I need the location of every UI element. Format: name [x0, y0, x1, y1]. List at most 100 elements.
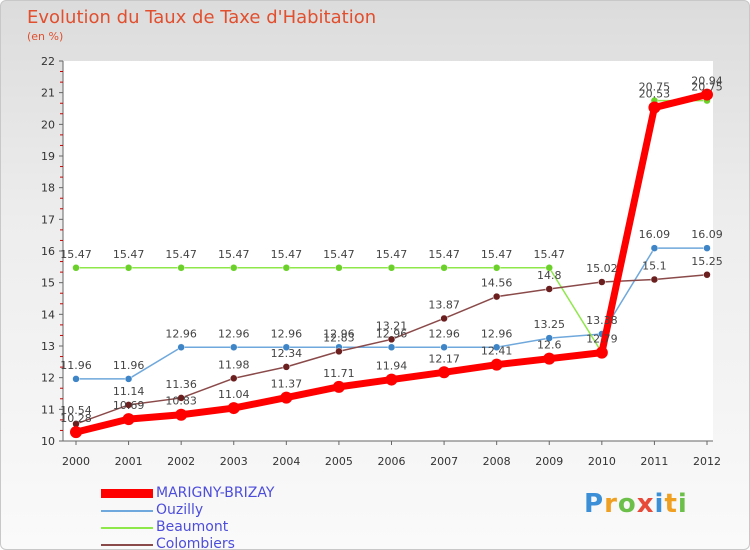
data-point: [280, 391, 293, 404]
data-point: [332, 380, 345, 393]
data-point: [72, 375, 80, 383]
data-label: 10.69: [113, 399, 145, 412]
data-point: [177, 394, 185, 402]
data-label: 11.98: [218, 358, 250, 371]
data-label: 15.47: [481, 248, 513, 261]
chart-subtitle: (en %): [27, 30, 64, 43]
data-label: 13.38: [586, 314, 618, 327]
y-tick-label: 15: [41, 277, 55, 290]
data-label: 12.41: [481, 345, 513, 358]
data-point: [387, 264, 396, 272]
x-tick-label: 2002: [167, 455, 195, 468]
data-label: 15.47: [60, 248, 92, 261]
data-point: [492, 264, 501, 272]
data-label: 20.53: [639, 88, 671, 101]
chart-title: Evolution du Taux de Taxe d'Habitation: [27, 7, 377, 28]
y-tick-label: 10: [41, 435, 55, 448]
x-tick-label: 2011: [640, 455, 668, 468]
data-point: [230, 374, 238, 383]
data-point: [387, 343, 396, 352]
x-tick-label: 2009: [535, 455, 563, 468]
x-tick-label: 2004: [272, 455, 300, 468]
data-point: [230, 264, 238, 272]
data-point: [543, 352, 556, 365]
proxiti-logo: Proxiti: [584, 489, 688, 519]
x-tick-label: 2000: [62, 455, 90, 468]
data-label: 12.96: [323, 327, 355, 340]
data-label: 15.47: [376, 248, 408, 261]
data-label: 12.96: [271, 327, 303, 340]
data-label: 15.1: [642, 260, 667, 273]
data-point: [648, 101, 661, 114]
y-tick-label: 21: [41, 87, 55, 100]
y-tick-label: 13: [41, 340, 55, 353]
data-label: 14.56: [481, 277, 513, 290]
data-point: [387, 335, 396, 344]
data-label: 15.47: [323, 248, 355, 261]
data-label: 11.36: [165, 378, 197, 391]
data-point: [545, 334, 553, 342]
x-tick-label: 2006: [378, 455, 406, 468]
data-label: 16.09: [639, 228, 671, 241]
y-tick-label: 19: [41, 150, 55, 163]
data-point: [385, 373, 398, 386]
y-tick-label: 22: [41, 55, 55, 68]
data-label: 12.96: [218, 327, 250, 340]
data-point: [175, 408, 188, 421]
x-tick-label: 2008: [483, 455, 511, 468]
data-point: [492, 292, 501, 301]
legend-label-beaumont: Beaumont: [156, 519, 229, 535]
y-tick-label: 18: [41, 182, 55, 195]
data-point: [703, 244, 711, 252]
data-point: [227, 402, 240, 415]
data-label: 10.83: [165, 395, 197, 408]
data-point: [122, 413, 135, 426]
data-point: [282, 264, 291, 272]
data-point: [490, 358, 503, 371]
data-point: [124, 401, 133, 409]
data-label: 15.25: [691, 255, 723, 268]
y-tick-label: 11: [41, 403, 55, 416]
data-label: 12.96: [481, 327, 513, 340]
y-tick-label: 12: [41, 372, 55, 385]
data-point: [72, 264, 80, 272]
data-point: [440, 314, 448, 323]
y-tick-label: 14: [41, 308, 55, 321]
data-point: [440, 264, 448, 272]
data-label: 11.96: [113, 359, 145, 372]
data-point: [595, 346, 608, 359]
data-point: [545, 264, 553, 272]
data-point: [282, 343, 291, 352]
data-label: 20.94: [691, 75, 723, 88]
data-point: [230, 343, 238, 352]
data-point: [545, 285, 553, 293]
data-label: 15.02: [586, 262, 618, 275]
data-label: 12.34: [271, 347, 303, 360]
x-tick-label: 2003: [220, 455, 248, 468]
legend-swatch-marigny-brizay: [101, 489, 153, 498]
data-label: 11.14: [113, 385, 145, 398]
data-point: [282, 363, 291, 371]
legend-label-ouzilly: Ouzilly: [156, 502, 204, 518]
data-point: [650, 244, 659, 252]
legend-label-colombiers: Colombiers: [156, 536, 235, 550]
data-point: [335, 264, 343, 272]
data-label: 20.75: [639, 81, 671, 94]
data-label: 13.87: [428, 298, 460, 311]
data-label: 11.04: [218, 388, 250, 401]
x-tick-label: 2007: [430, 455, 458, 468]
y-tick-label: 16: [41, 245, 55, 258]
data-point: [335, 347, 343, 356]
data-point: [177, 264, 185, 272]
x-tick-label: 2001: [115, 455, 143, 468]
data-label: 12.83: [323, 331, 355, 344]
x-tick-label: 2005: [325, 455, 353, 468]
x-tick-label: 2010: [588, 455, 616, 468]
data-point: [650, 275, 659, 284]
data-label: 15.47: [113, 248, 145, 261]
data-label: 12.96: [428, 327, 460, 340]
data-label: 12.96: [376, 327, 408, 340]
data-label: 15.47: [165, 248, 197, 261]
